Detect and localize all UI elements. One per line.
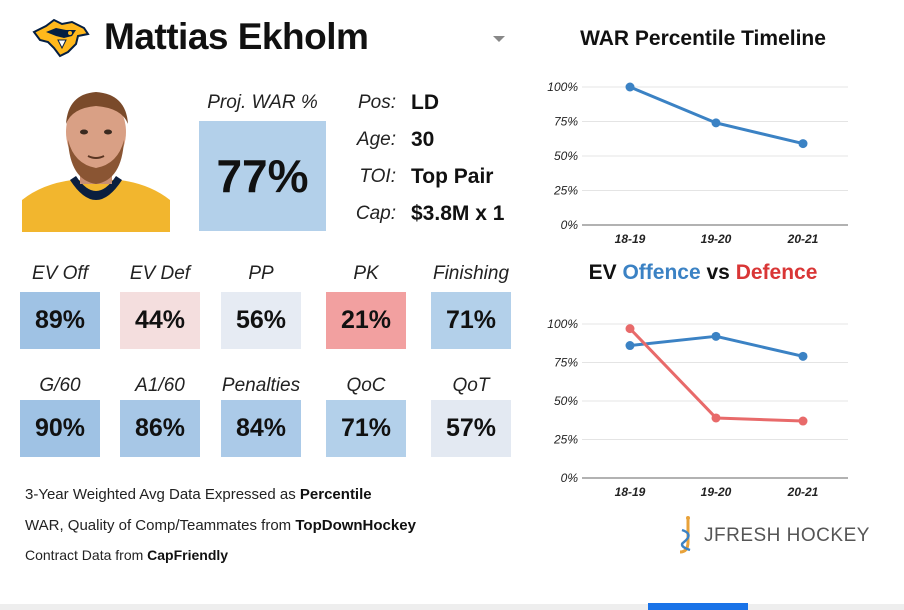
jfresh-logo-icon — [679, 516, 691, 554]
y-tick-label: 0% — [561, 471, 579, 485]
title-defence: Defence — [735, 261, 818, 284]
footer-text: 3-Year Weighted Avg Data Expressed as — [25, 486, 300, 503]
footer-bold: TopDownHockey — [295, 517, 416, 534]
y-tick-label: 75% — [554, 356, 578, 370]
data-point — [798, 416, 808, 426]
y-tick-label: 25% — [553, 433, 578, 447]
brand-text: JFRESH HOCKEY — [704, 525, 870, 546]
stat-label-ev-off: EV Off — [32, 263, 88, 284]
y-tick-label: 75% — [554, 115, 578, 129]
stat-label-qoc: QoC — [346, 375, 386, 396]
stat-value: 21% — [340, 306, 392, 334]
stat-value: 44% — [134, 306, 186, 334]
data-point — [625, 82, 635, 92]
y-tick-label: 0% — [561, 218, 579, 232]
x-tick-label: 20-21 — [787, 232, 819, 246]
footer-bold: Percentile — [299, 486, 372, 503]
x-tick-label: 18-19 — [615, 232, 646, 246]
age-label: Age: — [356, 129, 396, 150]
series-line — [629, 85, 804, 146]
stat-box-qot: 57% — [431, 400, 511, 457]
x-tick-label: 18-19 — [615, 485, 646, 499]
stat-box-penalties: 84% — [221, 400, 301, 457]
stat-box-ev-off: 89% — [20, 292, 100, 349]
stat-value: 56% — [235, 306, 287, 334]
nashville-predators-logo-icon — [32, 18, 90, 58]
toi-value: Top Pair — [411, 165, 494, 188]
x-tick-label: 19-20 — [701, 232, 732, 246]
footer-line-1: 3-Year Weighted Avg Data Expressed as Pe… — [25, 486, 372, 503]
chevron-down-icon[interactable] — [493, 36, 505, 42]
data-point — [711, 118, 721, 128]
stat-label-finishing: Finishing — [432, 263, 510, 284]
age-value: 30 — [411, 128, 435, 151]
jfresh-brand: JFRESH HOCKEY — [676, 516, 870, 556]
stat-label-penalties: Penalties — [221, 375, 301, 396]
stat-box-qoc: 71% — [326, 400, 406, 457]
footer-text: Contract Data from — [25, 547, 148, 563]
stat-value: 84% — [235, 414, 287, 442]
cap-value: $3.8M x 1 — [411, 202, 505, 225]
stat-value: 89% — [34, 306, 86, 334]
data-point — [625, 324, 635, 334]
stat-value: 71% — [340, 414, 392, 442]
footer-line-2: WAR, Quality of Comp/Teammates from TopD… — [25, 517, 416, 534]
stat-label-a160: A1/60 — [135, 375, 185, 396]
stat-value: 90% — [34, 414, 86, 442]
x-tick-label: 19-20 — [701, 485, 732, 499]
stat-label-g60: G/60 — [39, 375, 81, 396]
stat-box-pk: 21% — [326, 292, 406, 349]
data-point — [625, 341, 635, 351]
bottom-progress-bar[interactable] — [648, 603, 748, 610]
stat-box-g60: 90% — [20, 400, 100, 457]
data-point — [798, 351, 808, 361]
toi-label: TOI: — [359, 166, 396, 187]
bottom-scroll-strip — [0, 604, 904, 610]
war-percentile-chart: 0% 25% 50% 75% 100% 18-19 19-20 20-21 — [547, 80, 848, 246]
stat-box-ev-def: 44% — [120, 292, 200, 349]
pos-label: Pos: — [357, 92, 396, 113]
proj-war-label: Proj. WAR % — [207, 92, 318, 113]
stat-value: 57% — [445, 414, 497, 442]
player-photo — [22, 88, 170, 232]
data-point — [711, 413, 721, 423]
player-name: Mattias Ekholm — [104, 16, 369, 57]
title-part: vs — [700, 261, 736, 284]
y-tick-label: 25% — [553, 184, 578, 198]
stat-box-finishing: 71% — [431, 292, 511, 349]
title-part: EV — [588, 261, 623, 284]
stat-value: 86% — [134, 414, 186, 442]
stat-box-a160: 86% — [120, 400, 200, 457]
y-tick-label: 50% — [554, 394, 578, 408]
y-tick-label: 50% — [554, 149, 578, 163]
chart-title-ev-offence-defence: EV Offence vs Defence — [548, 261, 858, 285]
chart-title-war-timeline: WAR Percentile Timeline — [580, 27, 826, 50]
footer-text: WAR, Quality of Comp/Teammates from — [25, 517, 296, 534]
footer-line-3: Contract Data from CapFriendly — [25, 547, 228, 563]
pos-value: LD — [411, 91, 439, 114]
stat-box-pp: 56% — [221, 292, 301, 349]
stat-value: 71% — [445, 306, 497, 334]
stat-label-pp: PP — [248, 263, 274, 284]
x-tick-label: 20-21 — [787, 485, 819, 499]
stat-label-ev-def: EV Def — [129, 263, 191, 284]
y-tick-label: 100% — [547, 317, 578, 331]
title-offence: Offence — [622, 261, 701, 284]
data-point — [711, 331, 721, 341]
y-tick-label: 100% — [547, 80, 578, 94]
data-point — [798, 139, 808, 149]
cap-label: Cap: — [355, 203, 396, 224]
footer-bold: CapFriendly — [147, 547, 229, 563]
proj-war-value: 77% — [199, 121, 326, 231]
ev-offence-defence-chart: 0% 25% 50% 75% 100% 18-19 19-20 20-21 — [547, 317, 848, 499]
stat-label-qot: QoT — [452, 375, 490, 396]
stat-label-pk: PK — [353, 263, 379, 284]
